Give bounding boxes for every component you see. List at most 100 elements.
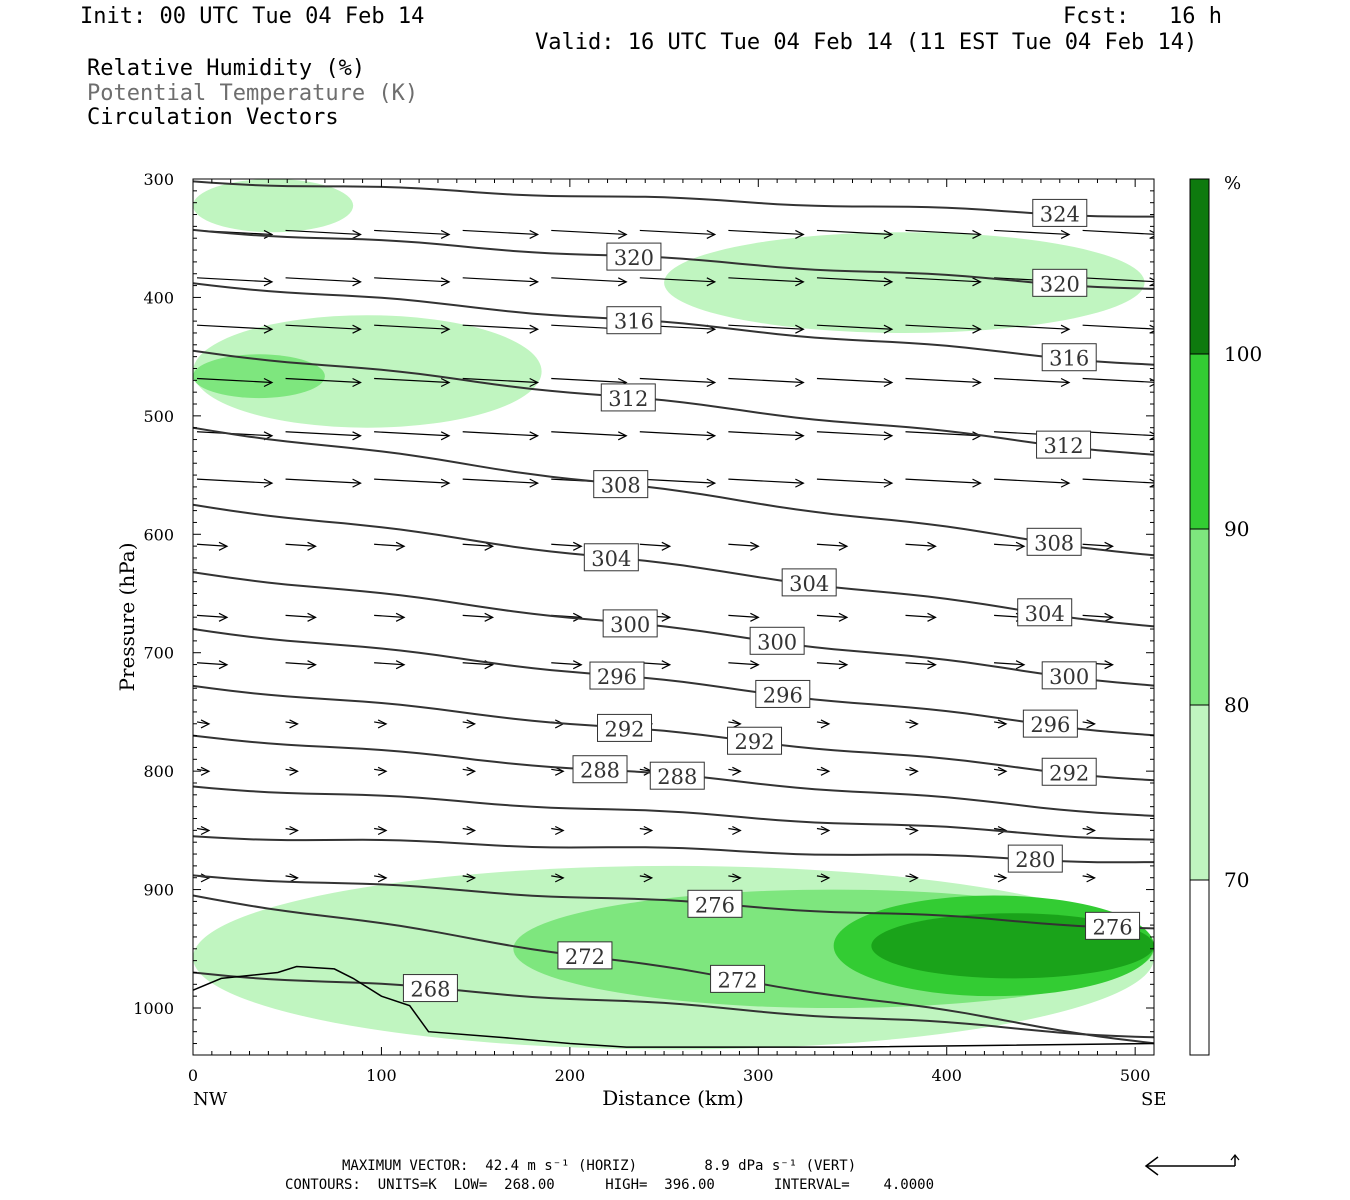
isentrope-labels: 324 320 320 316 316 312 312 308 308 304 304 304 300 3…: [402, 198, 1141, 1003]
wind-vector: [728, 431, 804, 437]
wind-vector-head: [883, 324, 894, 334]
colorbar: 70 80 90 100: [1189, 178, 1262, 1056]
wind-vector: [285, 324, 361, 330]
wind-vector: [905, 614, 936, 618]
wind-vector: [816, 478, 892, 484]
wind-vector-head: [972, 229, 982, 239]
wind-vector: [462, 277, 538, 283]
wind-vector-head: [440, 431, 451, 441]
wind-vector-head: [572, 660, 583, 670]
wind-vector-head: [927, 541, 937, 551]
wind-vector-head: [1015, 660, 1026, 670]
isentrope-320: [193, 228, 1154, 290]
wind-vector-head: [307, 660, 317, 670]
wind-vector-head: [466, 873, 477, 883]
wind-vector: [462, 324, 538, 330]
wind-vector-head: [750, 541, 760, 551]
legend-vectors: Circulation Vectors: [87, 105, 339, 130]
isentrope-label: 272: [718, 968, 758, 992]
wind-vector-head: [307, 612, 317, 622]
wind-vector-head: [572, 541, 583, 551]
wind-vector: [994, 377, 1070, 384]
x-tick-label: 500: [1120, 1066, 1151, 1085]
wind-vector: [196, 478, 273, 484]
wind-vector: [196, 324, 273, 330]
wind-vector-head: [927, 612, 937, 622]
wind-vector-head: [218, 541, 229, 551]
wind-vector-head: [466, 825, 477, 836]
wind-vector: [285, 229, 361, 236]
wind-vector: [728, 662, 759, 666]
wind-vector-head: [732, 719, 742, 729]
wind-vector-head: [795, 324, 805, 334]
wind-vector-head: [972, 478, 982, 488]
rh-region: [193, 179, 354, 233]
wind-vector-head: [440, 229, 451, 239]
wind-vector-head: [529, 377, 540, 388]
isentrope-label-box: [727, 726, 783, 755]
wind-vector: [462, 614, 493, 618]
isentrope-label-box: [781, 568, 837, 597]
isentrope-296: [193, 628, 1154, 737]
wind-vector: [551, 662, 582, 666]
wind-vector: [1082, 543, 1113, 547]
wind-vector-head: [200, 766, 211, 776]
colorbar-segment: [1189, 879, 1210, 1056]
wind-vector-head: [820, 766, 831, 776]
wind-vector: [639, 431, 715, 437]
wind-vector: [285, 277, 361, 283]
wind-vector: [285, 431, 361, 437]
wind-vector-head: [263, 478, 274, 488]
isentrope-label: 308: [601, 474, 641, 498]
wind-vector-head: [1104, 541, 1114, 551]
colorbar-level-label: 90: [1224, 517, 1249, 541]
legend-rh: Relative Humidity (%): [87, 56, 366, 81]
wind-vector-head: [529, 431, 540, 441]
wind-vector-head: [554, 825, 565, 836]
wind-vector: [374, 229, 450, 236]
colorbar-level-label: 100: [1224, 342, 1262, 366]
wind-vector: [994, 543, 1025, 547]
isentrope-label: 276: [1092, 915, 1132, 939]
isentrope-292: [193, 684, 1154, 782]
wind-vector-head: [484, 612, 495, 622]
wind-vector: [1082, 229, 1154, 235]
wind-vector: [905, 431, 981, 437]
isentrope-label: 272: [565, 945, 605, 969]
isentrope-label: 296: [1030, 713, 1070, 737]
wind-vector: [994, 662, 1025, 666]
wind-vector: [1082, 478, 1154, 484]
wind-vector-head: [263, 277, 274, 287]
wind-vector-head: [289, 719, 299, 729]
wind-vector: [816, 229, 892, 236]
isentrope-label-box: [1032, 198, 1088, 227]
wind-vector-head: [909, 719, 919, 729]
wind-vector: [994, 478, 1070, 484]
isentrope-label-box: [687, 889, 743, 918]
wind-vector-head: [617, 277, 628, 287]
wind-vector-head: [706, 377, 717, 388]
wind-vector-head: [440, 324, 451, 334]
wind-vector-head: [529, 478, 540, 488]
wind-vector: [285, 478, 361, 484]
wind-vector-head: [838, 612, 849, 622]
wind-vector: [639, 478, 715, 484]
wind-vector-head: [883, 431, 894, 441]
isentrope-label: 316: [1049, 347, 1089, 371]
wind-vector: [374, 662, 405, 666]
isentrope-label: 276: [695, 893, 735, 917]
axes: 0 100 200 300 400 500 300 400 500 600 700 800 900 100…: [133, 170, 1154, 1085]
wind-vector: [374, 478, 450, 484]
wind-vector: [905, 229, 981, 236]
wind-vector: [551, 277, 627, 283]
wind-vector: [905, 377, 981, 384]
wind-vector-head: [795, 377, 805, 388]
wind-vector-head: [661, 612, 672, 622]
wind-vector: [816, 431, 892, 437]
wind-vector-head: [440, 377, 451, 388]
wind-vector-head: [997, 873, 1008, 883]
wind-vector: [551, 377, 627, 384]
wind-vector-head: [352, 324, 362, 334]
isentrope-label: 288: [580, 759, 620, 783]
isentrope-label: 292: [734, 730, 774, 754]
